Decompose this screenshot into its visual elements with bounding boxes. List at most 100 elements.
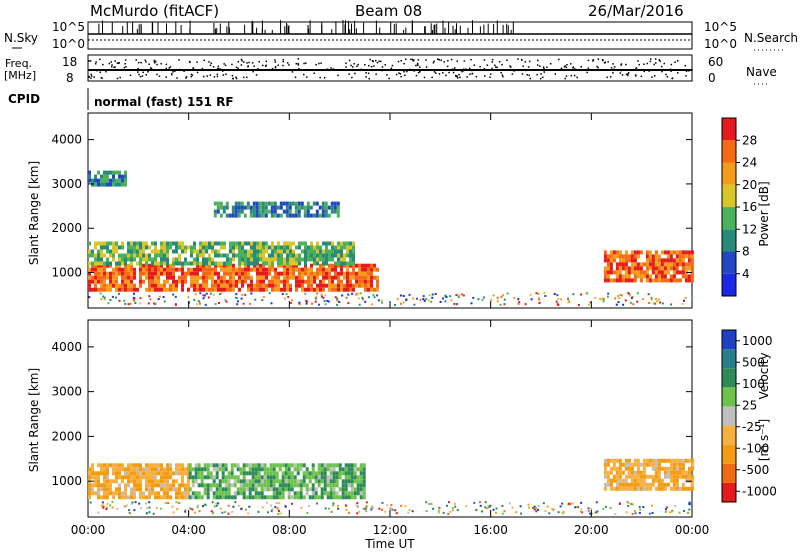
nave-point bbox=[527, 66, 530, 68]
nave-point bbox=[189, 61, 191, 64]
power-cell bbox=[681, 270, 685, 275]
power-cell bbox=[118, 257, 121, 262]
velocity-speckle bbox=[217, 502, 220, 505]
power-cell bbox=[100, 287, 103, 292]
power-cell bbox=[334, 287, 337, 292]
power-cell bbox=[337, 257, 340, 262]
power-cell bbox=[229, 249, 232, 254]
velocity-cell bbox=[197, 475, 201, 480]
velocity-tick-label-4: -25 bbox=[742, 420, 762, 434]
nave-point bbox=[371, 60, 374, 62]
power-cell bbox=[645, 270, 649, 275]
power-cell bbox=[238, 249, 241, 254]
power-cell bbox=[355, 275, 358, 280]
power-cell bbox=[274, 275, 277, 280]
power-cell bbox=[124, 257, 127, 262]
power-cell bbox=[636, 270, 640, 275]
velocity-cell bbox=[645, 482, 649, 487]
power-cell bbox=[124, 275, 127, 280]
velocity-cell bbox=[314, 487, 318, 492]
power-cell bbox=[279, 213, 283, 218]
power-cell bbox=[154, 267, 157, 272]
velocity-cell bbox=[218, 487, 222, 492]
power-cell bbox=[606, 262, 610, 267]
power-cell bbox=[124, 178, 127, 183]
power-cell bbox=[259, 253, 262, 258]
power-cell bbox=[106, 275, 109, 280]
power-swatch-2 bbox=[722, 229, 736, 252]
power-cell bbox=[250, 287, 253, 292]
velocity-cell bbox=[263, 479, 267, 484]
velocity-speckle bbox=[175, 501, 178, 503]
velocity-cell bbox=[148, 495, 151, 500]
velocity-cell bbox=[275, 463, 279, 468]
power-cell bbox=[259, 257, 262, 262]
power-cell bbox=[199, 267, 202, 272]
velocity-cell bbox=[311, 463, 315, 468]
velocity-cell bbox=[356, 491, 360, 496]
power-speckle bbox=[615, 303, 618, 306]
velocity-cell bbox=[115, 475, 118, 480]
nave-point bbox=[450, 58, 453, 61]
power-cell bbox=[181, 245, 184, 250]
power-cell bbox=[310, 253, 313, 258]
velocity-cell bbox=[287, 495, 291, 500]
power-cell bbox=[196, 257, 199, 262]
power-cell bbox=[295, 253, 298, 258]
power-cell bbox=[103, 245, 106, 250]
velocity-cell bbox=[184, 495, 187, 500]
velocity-cell bbox=[633, 474, 637, 479]
nsearch-tick-bottom: 10^0 bbox=[704, 37, 737, 51]
velocity-cell bbox=[654, 458, 658, 463]
power-cell bbox=[166, 253, 169, 258]
power-cell bbox=[127, 241, 130, 246]
velocity-speckle bbox=[145, 502, 147, 505]
power-speckle bbox=[133, 292, 135, 295]
velocity-cell bbox=[160, 479, 163, 484]
velocity-speckle bbox=[587, 509, 590, 512]
nave-point bbox=[196, 71, 199, 74]
velocity-cell bbox=[178, 471, 181, 476]
nave-point bbox=[90, 75, 93, 77]
power-ytick-label-2: 3000 bbox=[51, 177, 82, 191]
power-cell bbox=[184, 275, 187, 280]
power-cell bbox=[310, 275, 313, 280]
power-cell bbox=[648, 254, 652, 259]
power-cell bbox=[690, 274, 694, 279]
velocity-heatmap bbox=[87, 319, 694, 518]
nave-point bbox=[609, 76, 612, 78]
power-cell bbox=[106, 241, 109, 246]
power-cell bbox=[289, 275, 292, 280]
power-cell bbox=[274, 245, 277, 250]
power-cell bbox=[678, 254, 682, 259]
nave-point bbox=[354, 72, 356, 75]
power-cell bbox=[672, 278, 676, 283]
power-cell bbox=[121, 271, 124, 276]
velocity-speckle bbox=[683, 510, 685, 512]
nave-point bbox=[540, 73, 542, 75]
power-cell bbox=[364, 287, 367, 292]
nave-point bbox=[188, 60, 191, 63]
power-cell bbox=[184, 271, 187, 276]
nave-point bbox=[237, 67, 239, 69]
velocity-cell bbox=[344, 463, 348, 468]
velocity-cell bbox=[663, 482, 667, 487]
velocity-speckle bbox=[348, 511, 351, 514]
power-cell bbox=[255, 201, 259, 206]
power-speckle bbox=[139, 297, 142, 300]
velocity-speckle bbox=[284, 505, 287, 508]
power-cell bbox=[253, 249, 256, 254]
power-speckle bbox=[537, 297, 540, 300]
power-cell bbox=[223, 283, 226, 288]
power-cell bbox=[289, 263, 292, 268]
velocity-speckle bbox=[306, 512, 309, 514]
velocity-speckle bbox=[577, 506, 580, 509]
velocity-cell bbox=[287, 475, 291, 480]
power-cell bbox=[322, 241, 325, 246]
nave-point bbox=[483, 59, 486, 61]
velocity-speckle bbox=[574, 506, 577, 509]
nave-point bbox=[168, 67, 170, 69]
velocity-cell bbox=[230, 463, 234, 468]
power-cell bbox=[139, 263, 142, 268]
power-cell bbox=[292, 263, 295, 268]
